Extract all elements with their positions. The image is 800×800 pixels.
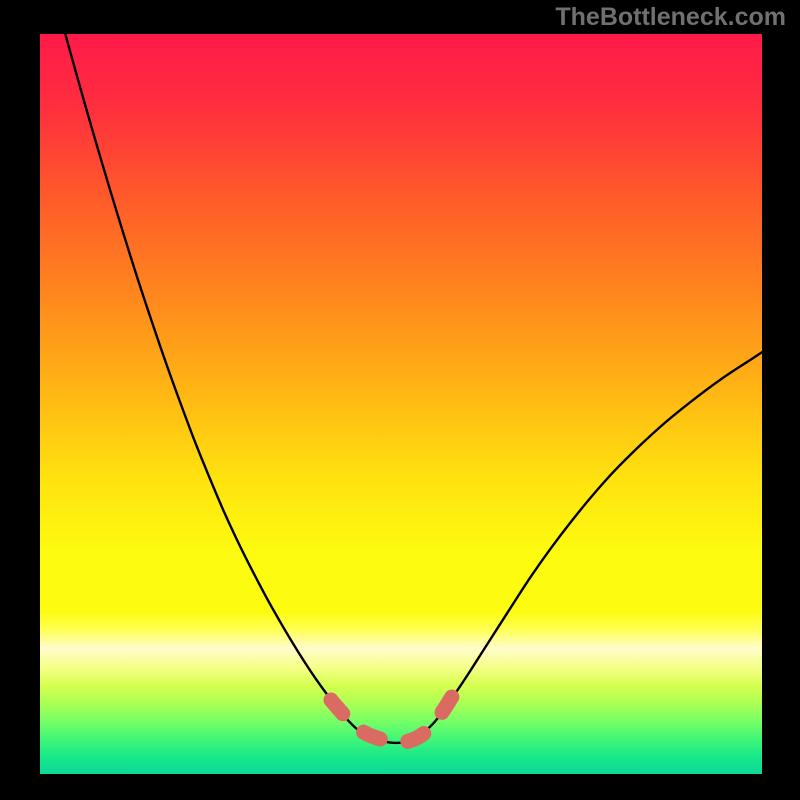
watermark-text: TheBottleneck.com (555, 3, 786, 32)
highlight-overlay (331, 696, 452, 742)
plot-area (40, 34, 762, 774)
bottleneck-curve (65, 34, 762, 743)
chart-svg (40, 34, 762, 774)
